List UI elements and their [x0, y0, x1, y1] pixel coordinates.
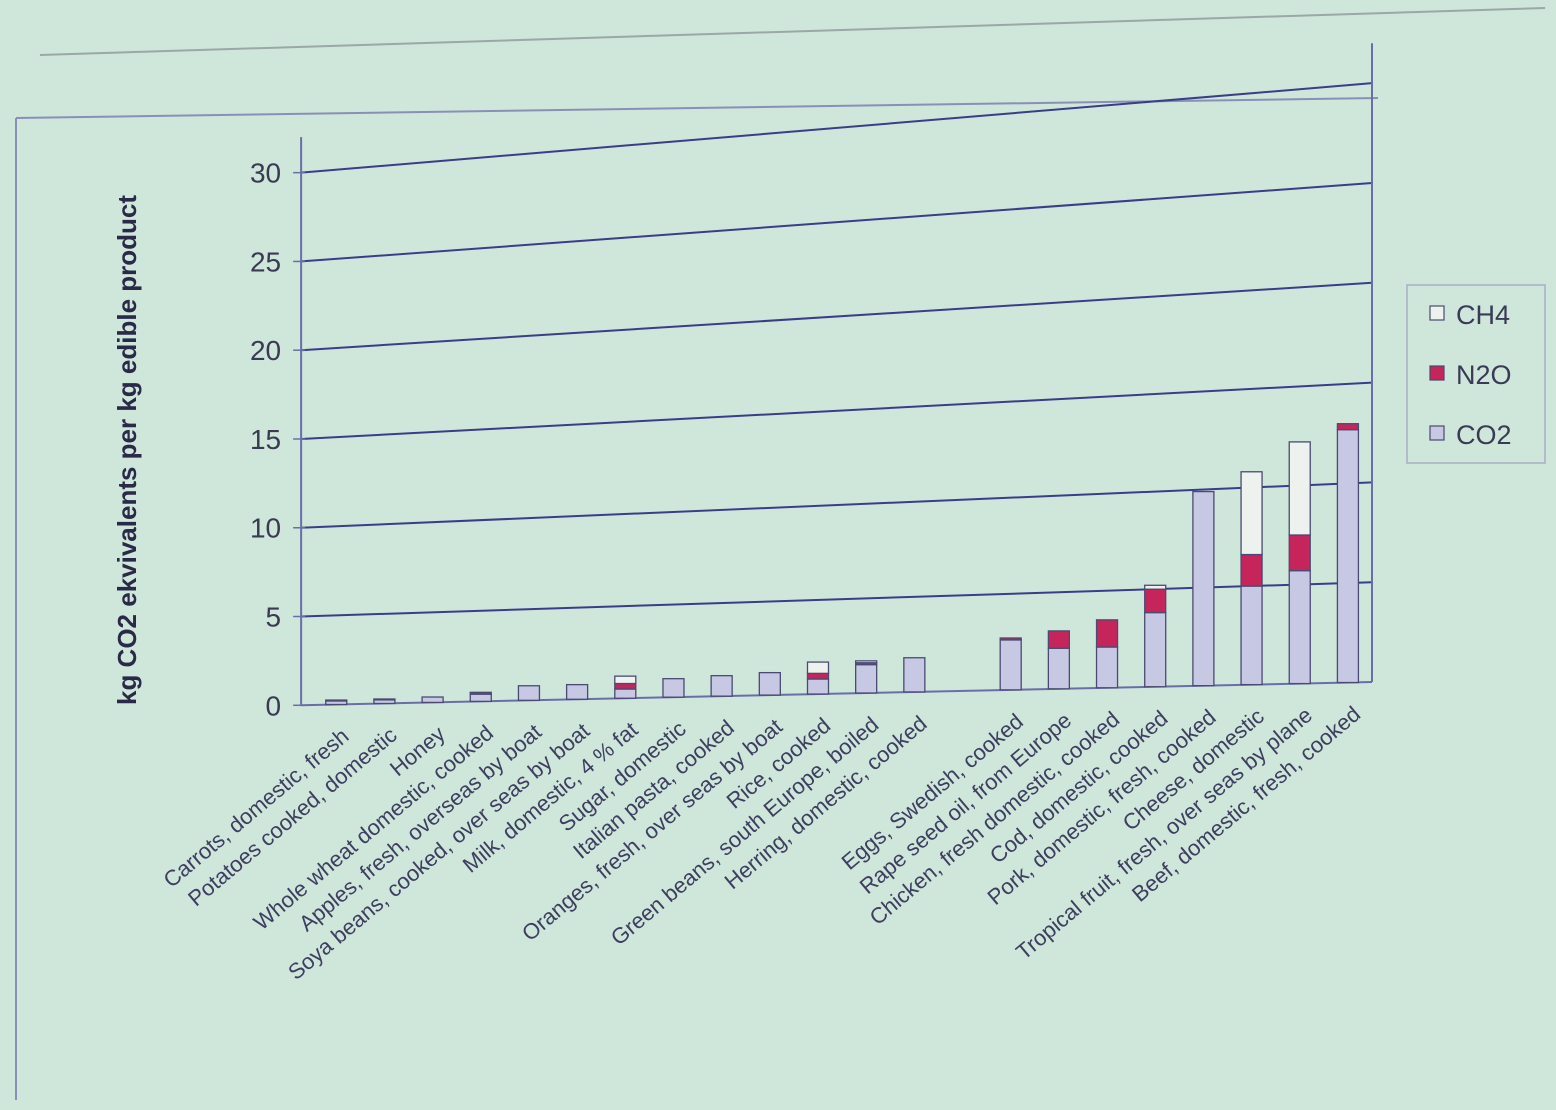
gridline: [301, 82, 1373, 174]
bar-co2: [1192, 490, 1215, 687]
legend-box: [1406, 284, 1546, 464]
bar-co2: [903, 657, 926, 693]
y-tick-label: 0: [266, 690, 282, 721]
bar-co2: [662, 678, 685, 698]
legend: CH4 N2O CO2: [1406, 284, 1546, 464]
bar-co2: [517, 685, 541, 701]
gridline: [301, 481, 1373, 529]
bar-n2o: [1288, 534, 1311, 572]
bar-co2: [1288, 570, 1311, 685]
bar-co2: [1336, 429, 1360, 684]
legend-swatch-ch4: [1429, 305, 1445, 321]
bar-ch4: [614, 675, 637, 685]
legend-label-ch4: CH4: [1456, 300, 1510, 330]
y-tick-label: 30: [250, 158, 281, 189]
bar-co2: [806, 678, 830, 695]
bar-co2: [999, 639, 1022, 691]
bar-ch4: [1240, 471, 1263, 556]
bar-co2: [614, 688, 637, 699]
bar-co2: [1047, 647, 1071, 690]
bar-n2o: [325, 699, 348, 702]
bar-n2o: [1336, 423, 1360, 431]
bar-n2o: [614, 682, 637, 690]
bar-co2: [855, 663, 878, 694]
bar-n2o: [373, 698, 396, 701]
y-tick-label: 10: [250, 513, 281, 544]
bar-n2o: [1047, 630, 1071, 649]
bar-co2: [1240, 585, 1263, 686]
bar-co2: [710, 675, 733, 697]
bar-co2: [1144, 611, 1167, 688]
bar-co2: [565, 683, 589, 700]
bar-co2: [421, 696, 444, 704]
gridline: [301, 281, 1373, 352]
bar-n2o: [469, 691, 492, 695]
legend-label-n2o: N2O: [1456, 360, 1512, 390]
legend-swatch-co2: [1429, 425, 1445, 441]
bar-co2: [469, 693, 492, 703]
bar-co2: [1095, 646, 1119, 689]
bar-n2o: [1095, 619, 1119, 648]
legend-swatch-n2o: [1429, 365, 1445, 381]
y-tick-label: 15: [250, 424, 281, 455]
legend-label-co2: CO2: [1456, 420, 1512, 450]
chart-frame: [15, 97, 1379, 119]
bar-n2o: [999, 637, 1022, 641]
bar-ch4: [855, 660, 878, 664]
bar-n2o: [806, 672, 830, 680]
bar-ch4: [806, 661, 830, 675]
y-tick-label: 25: [250, 246, 281, 277]
bar-ch4: [1288, 441, 1311, 536]
y-tick-label: 5: [266, 602, 282, 633]
gridline: [301, 181, 1373, 263]
y-axis-title: kg CO2 ekvivalents per kg edible product: [112, 195, 142, 705]
slide-header-rule: [39, 7, 1546, 56]
bar-n2o: [1144, 588, 1167, 614]
gridline: [301, 381, 1373, 440]
bar-co2: [758, 671, 781, 696]
bar-n2o: [1240, 553, 1263, 587]
bar-ch4: [1144, 584, 1167, 590]
y-tick-label: 20: [250, 335, 281, 366]
